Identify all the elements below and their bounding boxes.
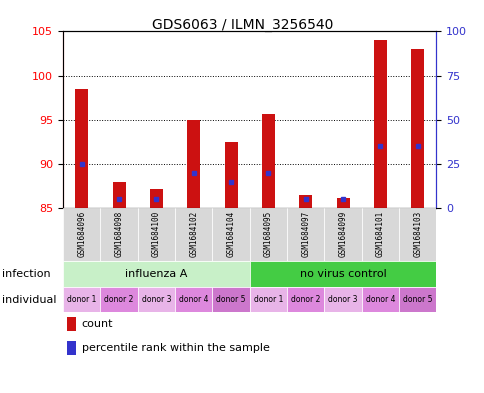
FancyBboxPatch shape bbox=[63, 261, 249, 287]
Bar bbox=[67, 317, 76, 331]
FancyBboxPatch shape bbox=[212, 208, 249, 261]
Text: GDS6063 / ILMN_3256540: GDS6063 / ILMN_3256540 bbox=[151, 18, 333, 32]
FancyBboxPatch shape bbox=[137, 287, 175, 312]
Bar bbox=[410, 49, 424, 208]
FancyBboxPatch shape bbox=[361, 287, 398, 312]
FancyBboxPatch shape bbox=[175, 208, 212, 261]
Text: donor 4: donor 4 bbox=[179, 295, 208, 304]
Text: GSM1684101: GSM1684101 bbox=[375, 211, 384, 257]
FancyBboxPatch shape bbox=[175, 287, 212, 312]
Text: donor 3: donor 3 bbox=[141, 295, 171, 304]
FancyBboxPatch shape bbox=[324, 287, 361, 312]
Text: GSM1684095: GSM1684095 bbox=[263, 211, 272, 257]
Bar bbox=[67, 341, 76, 355]
Bar bbox=[75, 89, 88, 208]
FancyBboxPatch shape bbox=[249, 287, 287, 312]
Text: individual: individual bbox=[2, 295, 57, 305]
Bar bbox=[224, 142, 237, 208]
Text: GSM1684099: GSM1684099 bbox=[338, 211, 347, 257]
Text: GSM1684102: GSM1684102 bbox=[189, 211, 198, 257]
Text: count: count bbox=[81, 319, 113, 329]
FancyBboxPatch shape bbox=[324, 208, 361, 261]
Bar bbox=[112, 182, 125, 208]
Text: influenza A: influenza A bbox=[125, 269, 187, 279]
FancyBboxPatch shape bbox=[287, 208, 324, 261]
FancyBboxPatch shape bbox=[287, 287, 324, 312]
Text: donor 1: donor 1 bbox=[67, 295, 96, 304]
Text: GSM1684098: GSM1684098 bbox=[114, 211, 123, 257]
Text: GSM1684104: GSM1684104 bbox=[226, 211, 235, 257]
FancyBboxPatch shape bbox=[100, 208, 137, 261]
Text: donor 2: donor 2 bbox=[104, 295, 134, 304]
Text: percentile rank within the sample: percentile rank within the sample bbox=[81, 343, 269, 353]
FancyBboxPatch shape bbox=[137, 208, 175, 261]
FancyBboxPatch shape bbox=[63, 287, 100, 312]
FancyBboxPatch shape bbox=[361, 208, 398, 261]
Bar bbox=[299, 195, 312, 208]
Bar bbox=[150, 189, 163, 208]
Text: GSM1684097: GSM1684097 bbox=[301, 211, 310, 257]
Text: donor 3: donor 3 bbox=[328, 295, 357, 304]
FancyBboxPatch shape bbox=[398, 287, 436, 312]
Text: donor 2: donor 2 bbox=[290, 295, 320, 304]
Text: donor 5: donor 5 bbox=[402, 295, 432, 304]
Text: no virus control: no virus control bbox=[299, 269, 386, 279]
Text: donor 4: donor 4 bbox=[365, 295, 394, 304]
FancyBboxPatch shape bbox=[398, 208, 436, 261]
Text: donor 1: donor 1 bbox=[253, 295, 283, 304]
FancyBboxPatch shape bbox=[63, 208, 100, 261]
Text: GSM1684100: GSM1684100 bbox=[151, 211, 161, 257]
Bar bbox=[261, 114, 274, 208]
Text: GSM1684096: GSM1684096 bbox=[77, 211, 86, 257]
Text: GSM1684103: GSM1684103 bbox=[412, 211, 422, 257]
Text: infection: infection bbox=[2, 269, 51, 279]
Bar bbox=[187, 120, 200, 208]
FancyBboxPatch shape bbox=[212, 287, 249, 312]
FancyBboxPatch shape bbox=[249, 208, 287, 261]
Bar bbox=[373, 40, 386, 208]
FancyBboxPatch shape bbox=[100, 287, 137, 312]
Text: donor 5: donor 5 bbox=[216, 295, 245, 304]
Bar bbox=[336, 198, 349, 208]
FancyBboxPatch shape bbox=[249, 261, 436, 287]
